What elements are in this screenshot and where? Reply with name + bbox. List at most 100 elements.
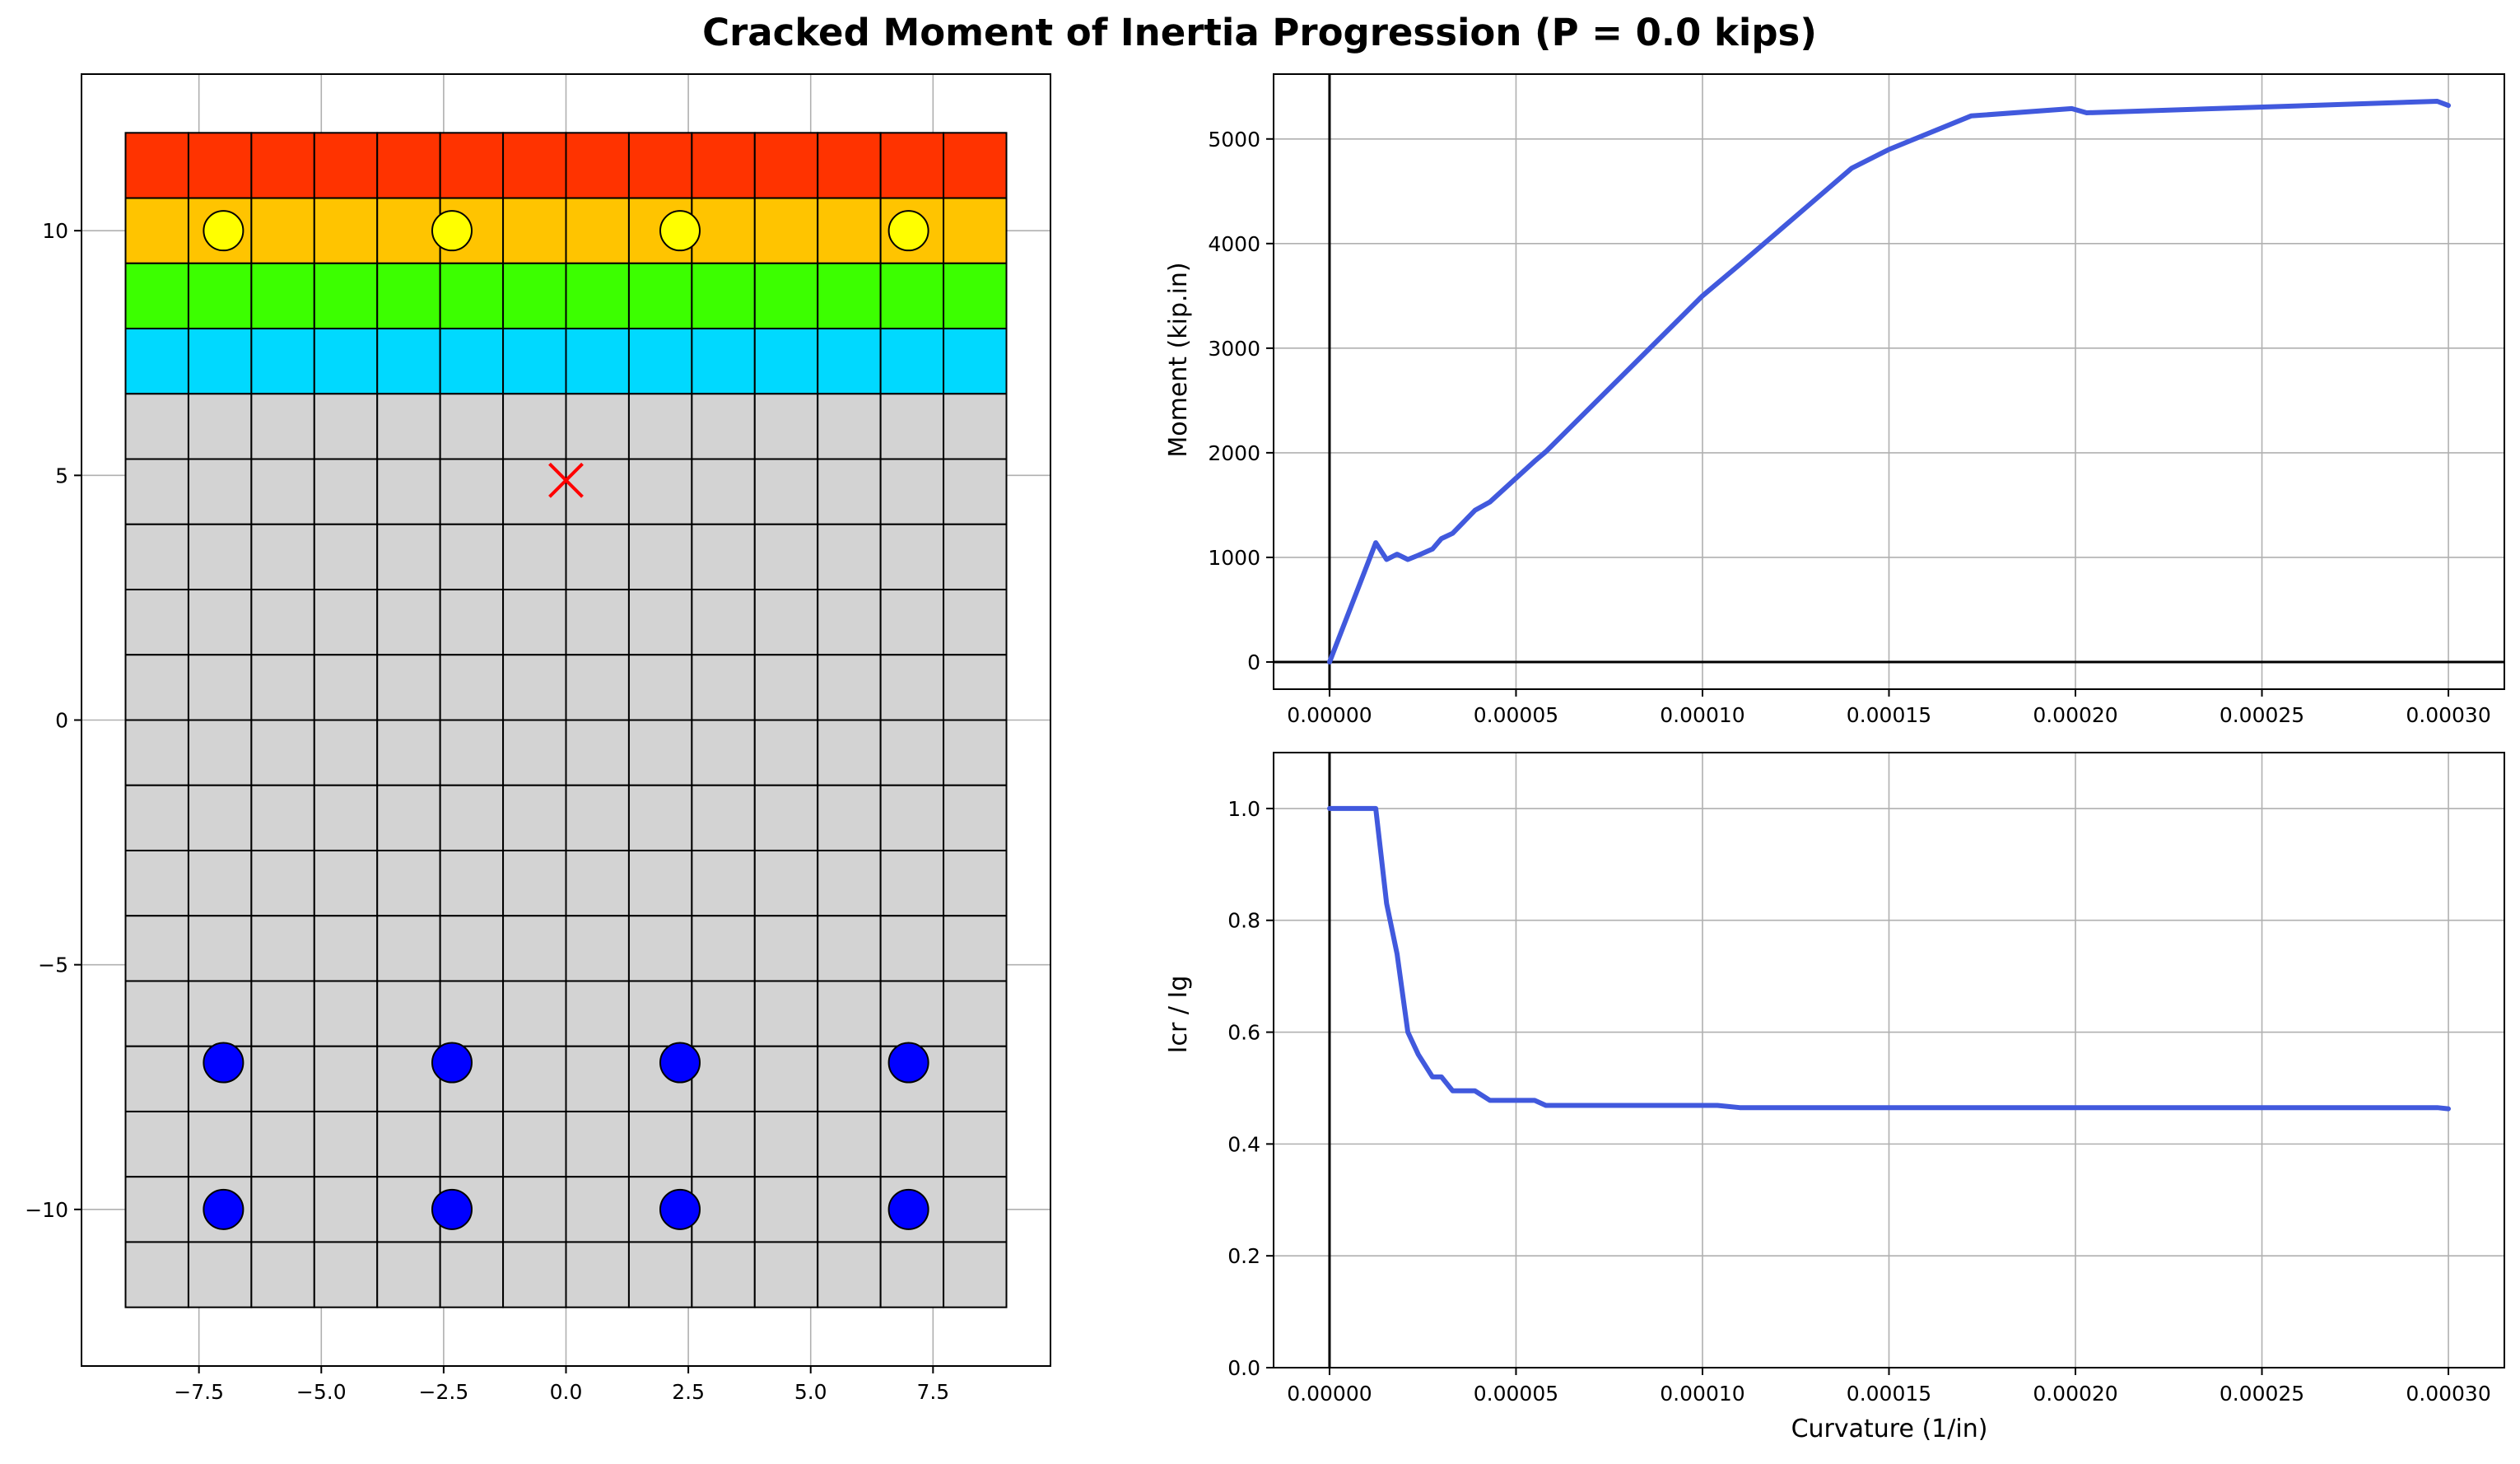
fiber-cell: [691, 458, 756, 525]
fiber-cell: [124, 784, 189, 851]
fiber-cell: [250, 262, 315, 330]
fiber-cell: [124, 458, 189, 525]
fiber-cell: [565, 1176, 630, 1243]
fiber-cell: [250, 393, 315, 460]
fiber-cell: [376, 197, 441, 264]
fiber-cell: [753, 1110, 819, 1178]
section-xtick-label: 5.0: [794, 1380, 827, 1404]
fiber-cell: [817, 132, 882, 199]
ratio-ytick-label: 0.2: [1227, 1244, 1260, 1268]
fiber-cell: [439, 915, 505, 982]
stiffness-ratio-plot: 0.00000 0.00005 0.00010 0.00015 0.00020 0.000…: [1164, 752, 2505, 1443]
fiber-cell: [753, 654, 819, 721]
fiber-cell: [817, 1176, 882, 1243]
fiber-cell: [250, 1045, 315, 1112]
fiber-cell: [627, 393, 693, 460]
fiber-cell: [627, 589, 693, 656]
fiber-cell: [691, 654, 756, 721]
fiber-cell: [250, 523, 315, 591]
ratio-ytick-label: 0.6: [1227, 1021, 1260, 1045]
fiber-cell: [691, 1110, 756, 1178]
fiber-cell: [943, 849, 1008, 917]
fiber-cell: [753, 328, 819, 395]
fiber-cell: [691, 1176, 756, 1243]
fiber-cell: [502, 328, 567, 395]
fiber-cell: [753, 1241, 819, 1308]
fiber-cell: [376, 719, 441, 786]
moment-ytick-label: 4000: [1208, 232, 1260, 256]
moment-ytick-label: 0: [1247, 650, 1260, 674]
fiber-cell: [502, 719, 567, 786]
fiber-cell: [817, 849, 882, 917]
fiber-cell: [879, 915, 945, 982]
ratio-ytick-label: 0.4: [1227, 1132, 1260, 1156]
ratio-series-line: [1327, 805, 2451, 1112]
fiber-cell: [250, 1110, 315, 1178]
fiber-cell: [313, 197, 379, 264]
ratio-xtick-label: 0.00030: [2406, 1382, 2490, 1406]
fiber-cell: [502, 980, 567, 1047]
fiber-cell: [753, 589, 819, 656]
moment-y-axis-label: Moment (kip.in): [1164, 262, 1193, 457]
fiber-cell: [565, 654, 630, 721]
fiber-cell: [943, 1176, 1008, 1243]
fiber-cell: [250, 784, 315, 851]
fiber-cell: [502, 262, 567, 330]
fiber-cell: [627, 849, 693, 917]
fiber-cell: [627, 1241, 693, 1308]
fiber-cell: [691, 328, 756, 395]
fiber-cell: [627, 915, 693, 982]
fiber-cell: [627, 1110, 693, 1178]
fiber-cell: [376, 523, 441, 591]
fiber-cell: [943, 1241, 1008, 1308]
fiber-cell: [817, 654, 882, 721]
fiber-cell: [187, 915, 253, 982]
fiber-cell: [943, 132, 1008, 199]
fiber-cell: [502, 915, 567, 982]
fiber-cell: [943, 980, 1008, 1047]
fiber-cell: [943, 197, 1008, 264]
fiber-cell: [187, 849, 253, 917]
fiber-cell: [565, 915, 630, 982]
section-ytick-label: −10: [25, 1198, 68, 1222]
fiber-cell: [439, 328, 505, 395]
fiber-cell: [565, 328, 630, 395]
fiber-cell: [817, 589, 882, 656]
fiber-cell: [879, 980, 945, 1047]
fiber-cell: [753, 915, 819, 982]
fiber-cell: [313, 523, 379, 591]
fiber-cell: [879, 654, 945, 721]
fiber-cell: [313, 719, 379, 786]
figure-title: Cracked Moment of Inertia Progression (P…: [702, 11, 1817, 54]
fiber-cell: [376, 132, 441, 199]
fiber-cell: [313, 393, 379, 460]
fiber-cell: [817, 980, 882, 1047]
moment-ytick-label: 2000: [1208, 441, 1260, 465]
fiber-cell: [124, 1045, 189, 1112]
fiber-cell: [187, 980, 253, 1047]
fiber-cell: [187, 262, 253, 330]
fiber-cell: [817, 915, 882, 982]
fiber-cell: [376, 589, 441, 656]
fiber-cell: [124, 1110, 189, 1178]
fiber-cell: [187, 654, 253, 721]
section-ytick-label: 10: [42, 219, 68, 243]
fiber-cell: [817, 719, 882, 786]
fiber-cell: [124, 849, 189, 917]
rebar-tension: [887, 1042, 929, 1084]
fiber-cell: [691, 915, 756, 982]
fiber-cell: [313, 589, 379, 656]
fiber-cell: [187, 523, 253, 591]
fiber-cell: [250, 849, 315, 917]
fiber-cell: [124, 980, 189, 1047]
fiber-cell: [187, 1241, 253, 1308]
fiber-cell: [691, 849, 756, 917]
fiber-cell: [879, 849, 945, 917]
fiber-cell: [943, 1110, 1008, 1178]
fiber-cell: [124, 589, 189, 656]
rebar-tension: [887, 1188, 929, 1230]
fiber-cell: [691, 784, 756, 851]
fiber-cell: [376, 1241, 441, 1308]
ratio-ytick-label: 0.0: [1227, 1356, 1260, 1380]
fiber-cell: [627, 654, 693, 721]
